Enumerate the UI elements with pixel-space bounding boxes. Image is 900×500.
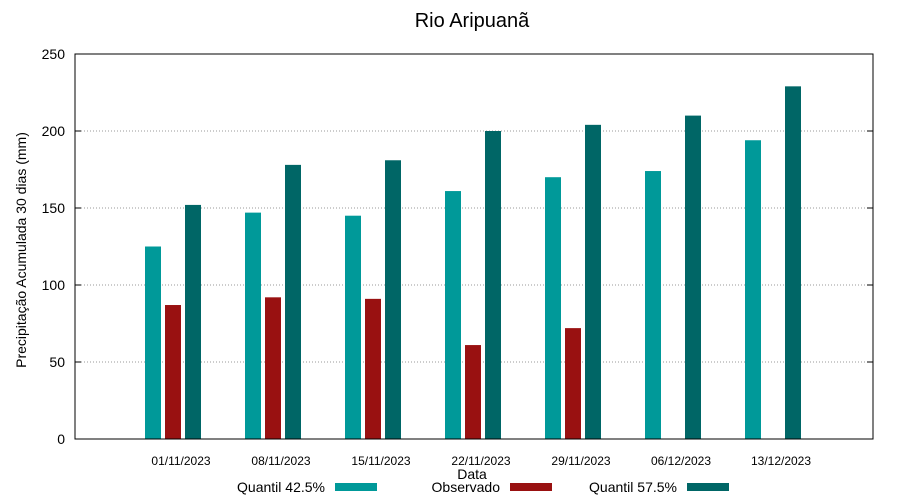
bar-quantil-57-5--6 <box>685 115 701 439</box>
bar-observado-4 <box>465 345 481 439</box>
bar-quantil-42-5--1 <box>145 246 161 439</box>
x-tick-label: 06/12/2023 <box>651 454 711 468</box>
x-tick-label: 13/12/2023 <box>751 454 811 468</box>
y-tick-label: 50 <box>49 354 65 370</box>
y-tick-label: 150 <box>42 200 66 216</box>
y-axis: 0 50 100 150 200 250 <box>42 46 873 447</box>
bar-quantil-42-5--6 <box>645 171 661 440</box>
legend-swatch <box>335 483 377 491</box>
bar-quantil-57-5--4 <box>485 131 501 439</box>
x-tick-label: 22/11/2023 <box>451 454 510 468</box>
chart-title: Rio Aripuanã <box>415 10 530 32</box>
bar-quantil-57-5--7 <box>785 86 801 439</box>
bar-quantil-57-5--2 <box>285 164 301 439</box>
bar-observado-3 <box>365 298 381 439</box>
bar-quantil-42-5--3 <box>345 215 361 439</box>
y-tick-label: 200 <box>42 123 66 139</box>
bar-quantil-42-5--2 <box>245 212 261 439</box>
y-tick-label: 0 <box>57 431 65 447</box>
bar-quantil-42-5--7 <box>745 140 761 440</box>
legend-swatch <box>687 483 729 491</box>
x-axis: 01/11/2023 08/11/2023 15/11/2023 22/11/2023… <box>151 454 811 468</box>
y-tick-label: 250 <box>42 46 66 62</box>
legend-label: Observado <box>432 479 501 495</box>
x-tick-label: 29/11/2023 <box>551 454 610 468</box>
y-tick-label: 100 <box>42 277 66 293</box>
bar-quantil-57-5--1 <box>185 204 201 439</box>
bar-quantil-57-5--3 <box>385 160 401 439</box>
bar-quantil-42-5--4 <box>445 191 461 439</box>
legend-label: Quantil 57.5% <box>589 479 677 495</box>
legend-label: Quantil 42.5% <box>237 479 325 495</box>
legend-swatch <box>510 483 552 491</box>
bars <box>145 86 801 440</box>
x-tick-label: 15/11/2023 <box>351 454 410 468</box>
x-tick-label: 08/11/2023 <box>251 454 310 468</box>
bar-observado-2 <box>265 297 281 439</box>
x-tick-label: 01/11/2023 <box>151 454 210 468</box>
bar-observado-5 <box>565 328 581 439</box>
bar-quantil-57-5--5 <box>585 124 601 439</box>
bar-quantil-42-5--5 <box>545 177 561 439</box>
legend: Quantil 42.5% Observado Quantil 57.5% <box>237 479 729 495</box>
plot-frame <box>74 53 874 440</box>
bar-observado-1 <box>165 305 181 439</box>
x-axis-label: Data <box>457 466 487 482</box>
y-axis-label: Precipitação Acumulada 30 dias (mm) <box>13 132 29 368</box>
